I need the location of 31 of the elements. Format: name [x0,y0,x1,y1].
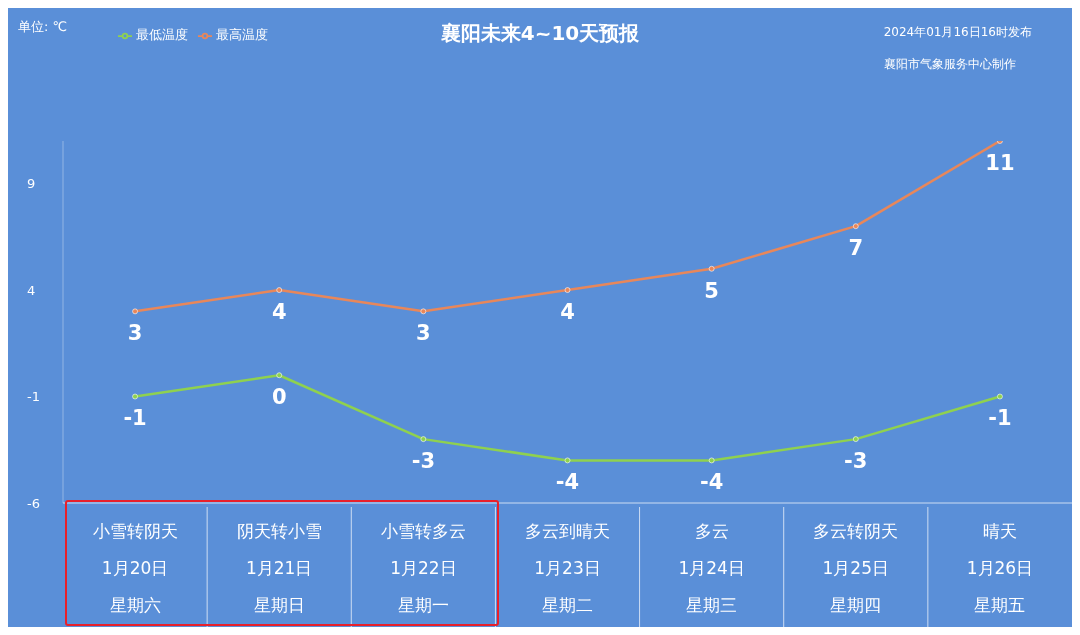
data-label: 5 [704,278,719,303]
x-tick-label: 小雪转阴天1月20日星期六 [92,521,178,615]
x-tick-label: 多云到晴天1月23日星期二 [525,521,610,615]
text: 2024年01月16日16时发布 [883,24,1032,41]
data-label: 0 [271,385,287,410]
data-label: 7 [848,236,864,261]
text: 单位: ℃ [18,18,68,36]
y-tick-label: 9 [27,176,36,192]
x-tick-label: 阴天转小雪1月21日星期日 [236,521,322,615]
x-tick-label: 多云1月24日星期三 [678,521,745,615]
x-tick-label: 多云转阴天1月25日星期四 [813,521,899,615]
data-label: -3 [411,449,436,474]
x-tick-label: 晴天1月26日星期五 [966,521,1034,615]
text: 襄阳市气象服务中心制作 [883,56,1017,73]
data-label: 3 [416,321,431,346]
data-label: 11 [985,150,1015,175]
data-label: -1 [988,406,1012,431]
data-label: -4 [699,470,724,495]
y-tick-label: 4 [27,282,36,298]
data-label: -4 [555,470,580,495]
data-label: -1 [123,406,147,431]
y-tick-label: -1 [27,389,40,405]
y-tick-label: -6 [27,495,40,511]
chart-title: 襄阳未来4~10天预报 [440,21,640,45]
legend-label: 最高温度 [216,27,268,42]
x-tick-label: 小雪转多云1月22日星期一 [380,521,466,615]
data-label: -3 [844,449,868,474]
data-label: 4 [271,299,287,324]
data-label: 3 [127,321,143,346]
legend-label: 最低温度 [136,27,188,42]
data-label: 4 [560,299,575,324]
